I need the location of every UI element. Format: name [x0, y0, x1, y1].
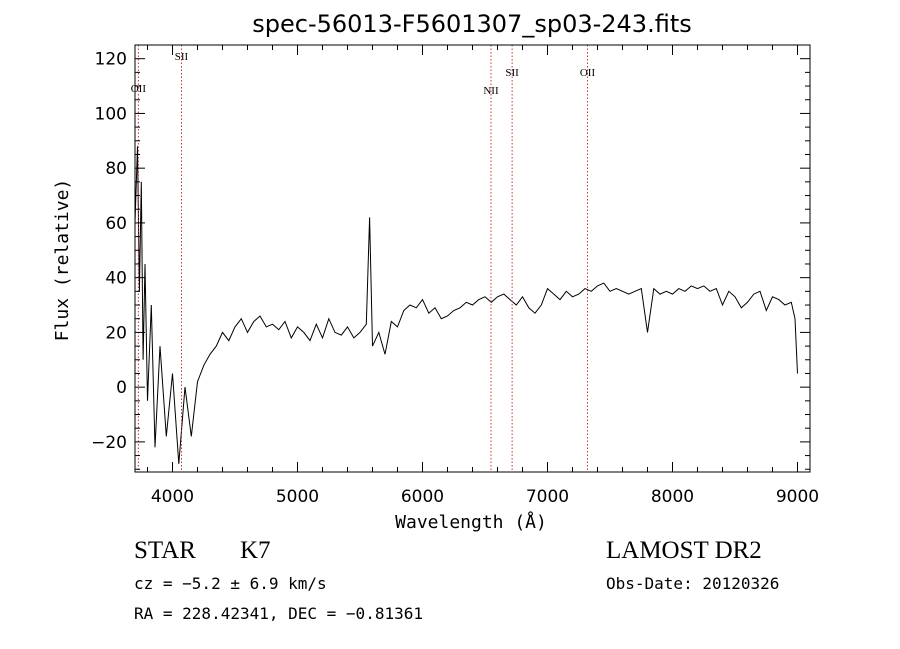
chart-title: spec-56013-F5601307_sp03-243.fits	[252, 10, 691, 38]
y-tick-label: 20	[105, 323, 127, 343]
x-axis-label: Wavelength (Å)	[395, 511, 547, 533]
x-tick-label: 4000	[151, 487, 194, 507]
y-tick-label: 60	[105, 214, 127, 234]
emission-line-label-3: SII	[505, 67, 519, 79]
survey-label: LAMOST DR2	[606, 537, 762, 564]
emission-line-label-4: OII	[580, 67, 596, 79]
y-tick-label: −20	[91, 433, 127, 453]
y-tick-label: 120	[95, 50, 127, 70]
spectrum-line	[134, 146, 798, 464]
y-tick-label: 40	[105, 269, 127, 289]
x-tick-label: 8000	[651, 487, 694, 507]
observation-date-text: Obs-Date: 20120326	[606, 574, 780, 593]
emission-line-label-1: SII	[175, 51, 189, 63]
subclass-label: K7	[240, 537, 271, 564]
emission-line-label-2: NII	[483, 85, 499, 97]
redshift-text: cz = −5.2 ± 6.9 km/s	[134, 574, 327, 593]
x-tick-label: 5000	[276, 487, 319, 507]
y-tick-label: 0	[116, 378, 127, 398]
y-axis-label: Flux (relative)	[52, 179, 73, 342]
x-tick-label: 9000	[776, 487, 819, 507]
plot-frame	[134, 44, 811, 473]
x-tick-label: 6000	[401, 487, 444, 507]
y-tick-label: 80	[105, 159, 127, 179]
coordinates-text: RA = 228.42341, DEC = −0.81361	[134, 604, 423, 623]
class-label: STAR	[134, 537, 196, 564]
y-tick-label: 100	[95, 104, 127, 124]
emission-line-label-0: OII	[131, 83, 147, 95]
x-tick-label: 7000	[526, 487, 569, 507]
